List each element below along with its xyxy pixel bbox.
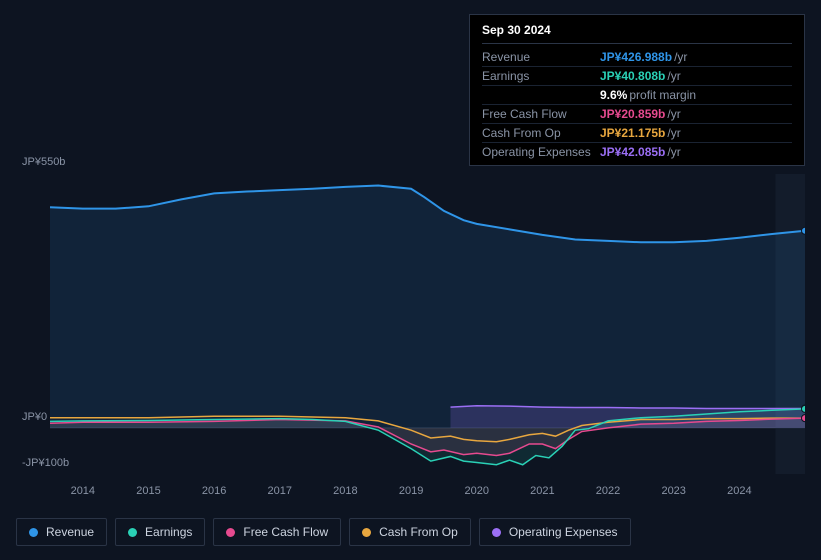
x-tick-label: 2024 [727, 485, 751, 497]
tooltip-row: EarningsJP¥40.808b /yr [482, 67, 792, 86]
x-tick-label: 2016 [202, 485, 226, 497]
legend-item[interactable]: Cash From Op [349, 518, 471, 546]
tooltip-metric-value: JP¥40.808b [600, 69, 665, 83]
y-tick-label: JP¥0 [22, 411, 47, 423]
chart-plot-area [50, 174, 805, 474]
summary-tooltip: Sep 30 2024 RevenueJP¥426.988b /yrEarnin… [469, 14, 805, 166]
tooltip-metric-label: Free Cash Flow [482, 107, 600, 121]
legend-item[interactable]: Operating Expenses [479, 518, 631, 546]
tooltip-row: Operating ExpensesJP¥42.085b /yr [482, 143, 792, 161]
tooltip-row: Cash From OpJP¥21.175b /yr [482, 124, 792, 143]
x-tick-label: 2017 [268, 485, 292, 497]
tooltip-metric-value: JP¥42.085b [600, 145, 665, 159]
tooltip-metric-unit: /yr [674, 50, 687, 64]
x-tick-label: 2020 [464, 485, 488, 497]
tooltip-metric-value: JP¥20.859b [600, 107, 665, 121]
tooltip-metric-label: Operating Expenses [482, 145, 600, 159]
tooltip-metric-unit: /yr [667, 107, 680, 121]
legend-label: Operating Expenses [509, 525, 618, 539]
legend-label: Cash From Op [379, 525, 458, 539]
x-tick-label: 2018 [333, 485, 357, 497]
tooltip-metric-label: Cash From Op [482, 126, 600, 140]
x-tick-label: 2015 [136, 485, 160, 497]
legend-label: Free Cash Flow [243, 525, 328, 539]
tooltip-margin-row: 9.6% profit margin [482, 86, 792, 105]
legend-swatch-icon [226, 528, 235, 537]
legend-swatch-icon [128, 528, 137, 537]
tooltip-metric-label: Revenue [482, 50, 600, 64]
legend-item[interactable]: Revenue [16, 518, 107, 546]
tooltip-metric-value: JP¥426.988b [600, 50, 672, 64]
legend-swatch-icon [362, 528, 371, 537]
legend-label: Revenue [46, 525, 94, 539]
chart-legend: Revenue Earnings Free Cash Flow Cash From O… [16, 518, 631, 546]
tooltip-row: RevenueJP¥426.988b /yr [482, 48, 792, 67]
tooltip-date: Sep 30 2024 [482, 23, 792, 44]
tooltip-metric-unit: /yr [667, 69, 680, 83]
legend-swatch-icon [492, 528, 501, 537]
tooltip-metric-label: Earnings [482, 69, 600, 83]
tooltip-row: Free Cash FlowJP¥20.859b /yr [482, 105, 792, 124]
x-tick-label: 2021 [530, 485, 554, 497]
x-tick-label: 2022 [596, 485, 620, 497]
x-tick-label: 2014 [71, 485, 95, 497]
tooltip-margin-label: profit margin [629, 88, 696, 102]
tooltip-metric-unit: /yr [667, 126, 680, 140]
x-tick-label: 2023 [661, 485, 685, 497]
tooltip-metric-value: JP¥21.175b [600, 126, 665, 140]
tooltip-margin-value: 9.6% [600, 88, 627, 102]
legend-label: Earnings [145, 525, 192, 539]
x-tick-label: 2019 [399, 485, 423, 497]
financials-chart: JP¥550b JP¥0 -JP¥100b [16, 160, 805, 478]
legend-item[interactable]: Free Cash Flow [213, 518, 341, 546]
tooltip-metric-unit: /yr [667, 145, 680, 159]
y-tick-label: JP¥550b [22, 156, 65, 168]
legend-item[interactable]: Earnings [115, 518, 205, 546]
legend-swatch-icon [29, 528, 38, 537]
